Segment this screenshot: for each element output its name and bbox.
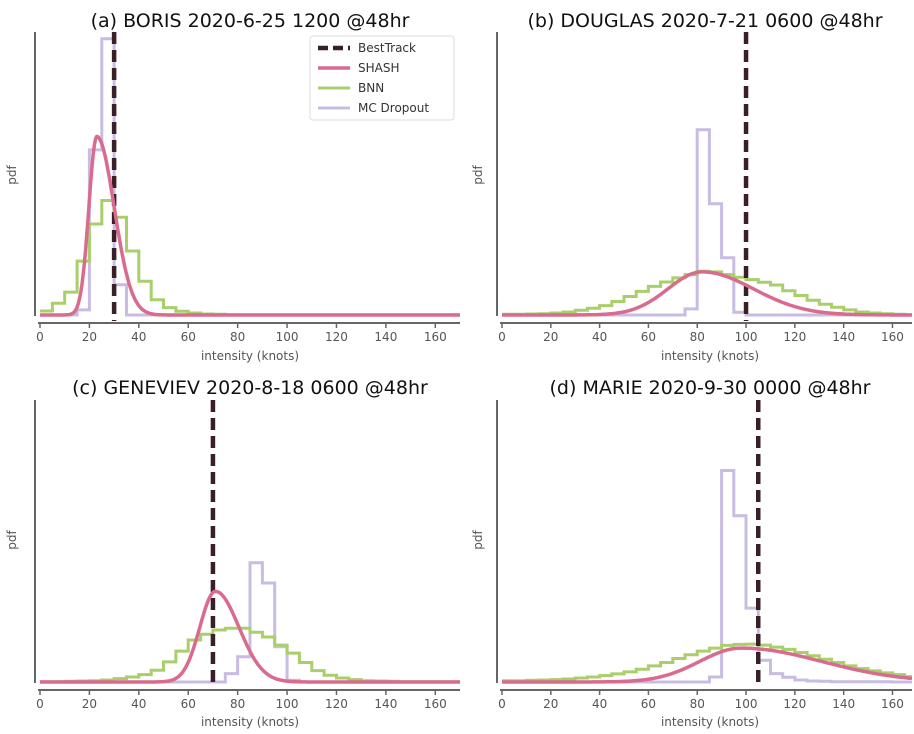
x-tick-label: 0 xyxy=(36,697,44,711)
panel-b: (b) DOUGLAS 2020-7-21 0600 @48hr pdf int… xyxy=(471,10,913,363)
legend-label-bnn: BNN xyxy=(358,81,384,95)
x-tick-label: 20 xyxy=(543,697,558,711)
x-tick-label: 120 xyxy=(783,697,806,711)
mc-dropout-histogram xyxy=(40,561,460,684)
y-axis-label: pdf xyxy=(471,165,485,185)
x-tick-label: 160 xyxy=(424,697,447,711)
shash-curve xyxy=(501,270,913,317)
y-axis-label: pdf xyxy=(5,530,19,550)
x-tick-label: 80 xyxy=(230,330,245,344)
x-tick-label: 40 xyxy=(131,330,146,344)
x-tick-label: 80 xyxy=(690,697,705,711)
bnn-histogram xyxy=(502,642,912,683)
x-tick-label: 60 xyxy=(181,697,196,711)
x-tick-label: 120 xyxy=(325,697,348,711)
x-tick-label: 160 xyxy=(881,330,904,344)
mc-dropout-histogram xyxy=(502,128,912,317)
panel-title: (a) BORIS 2020-6-25 1200 @48hr xyxy=(91,10,410,32)
x-tick-label: 100 xyxy=(735,697,758,711)
x-tick-label: 140 xyxy=(832,697,855,711)
bnn-histogram xyxy=(502,269,912,317)
legend: BestTrack SHASH BNN MC Dropout xyxy=(309,35,455,121)
x-tick-label: 120 xyxy=(325,330,348,344)
x-axis-label: intensity (knots) xyxy=(201,715,299,729)
x-tick-label: 160 xyxy=(424,330,447,344)
x-tick-label: 60 xyxy=(641,330,656,344)
x-tick-label: 0 xyxy=(498,697,506,711)
legend-label-mc-dropout: MC Dropout xyxy=(358,101,429,115)
x-tick-label: 80 xyxy=(690,330,705,344)
legend-label-shash: SHASH xyxy=(358,61,400,75)
panel-c: (c) GENEVIEV 2020-8-18 0600 @48hr pdf in… xyxy=(5,377,461,729)
x-tick-label: 140 xyxy=(832,330,855,344)
x-tick-label: 60 xyxy=(181,330,196,344)
x-tick-label: 0 xyxy=(36,330,44,344)
x-tick-label: 40 xyxy=(592,697,607,711)
shash-curve xyxy=(501,646,913,684)
x-tick-label: 20 xyxy=(82,330,97,344)
x-tick-label: 120 xyxy=(783,330,806,344)
panel-title: (c) GENEVIEV 2020-8-18 0600 @48hr xyxy=(72,377,428,399)
y-axis-label: pdf xyxy=(5,165,19,185)
x-tick-label: 140 xyxy=(374,697,397,711)
x-tick-label: 140 xyxy=(374,330,397,344)
panel-title: (b) DOUGLAS 2020-7-21 0600 @48hr xyxy=(527,10,882,32)
bnn-histogram xyxy=(40,199,460,317)
x-tick-label: 100 xyxy=(735,330,758,344)
x-tick-label: 20 xyxy=(82,697,97,711)
x-tick-label: 40 xyxy=(131,697,146,711)
x-tick-label: 80 xyxy=(230,697,245,711)
panel-title: (d) MARIE 2020-9-30 0000 @48hr xyxy=(550,377,871,399)
x-tick-label: 20 xyxy=(543,330,558,344)
panel-a: (a) BORIS 2020-6-25 1200 @48hr pdf inten… xyxy=(5,10,461,363)
x-tick-label: 40 xyxy=(592,330,607,344)
legend-frame xyxy=(309,35,455,121)
x-tick-label: 100 xyxy=(276,330,299,344)
x-tick-label: 60 xyxy=(641,697,656,711)
shash-curve xyxy=(39,134,461,317)
x-tick-label: 100 xyxy=(276,697,299,711)
panel-d: (d) MARIE 2020-9-30 0000 @48hr pdf inten… xyxy=(471,377,913,729)
x-axis-label: intensity (knots) xyxy=(661,715,759,729)
y-axis-label: pdf xyxy=(471,530,485,550)
x-tick-label: 0 xyxy=(498,330,506,344)
x-axis-label: intensity (knots) xyxy=(201,349,299,363)
x-axis-label: intensity (knots) xyxy=(661,349,759,363)
x-tick-label: 160 xyxy=(881,697,904,711)
legend-label-besttrack: BestTrack xyxy=(358,41,416,55)
shash-curve xyxy=(39,589,461,684)
